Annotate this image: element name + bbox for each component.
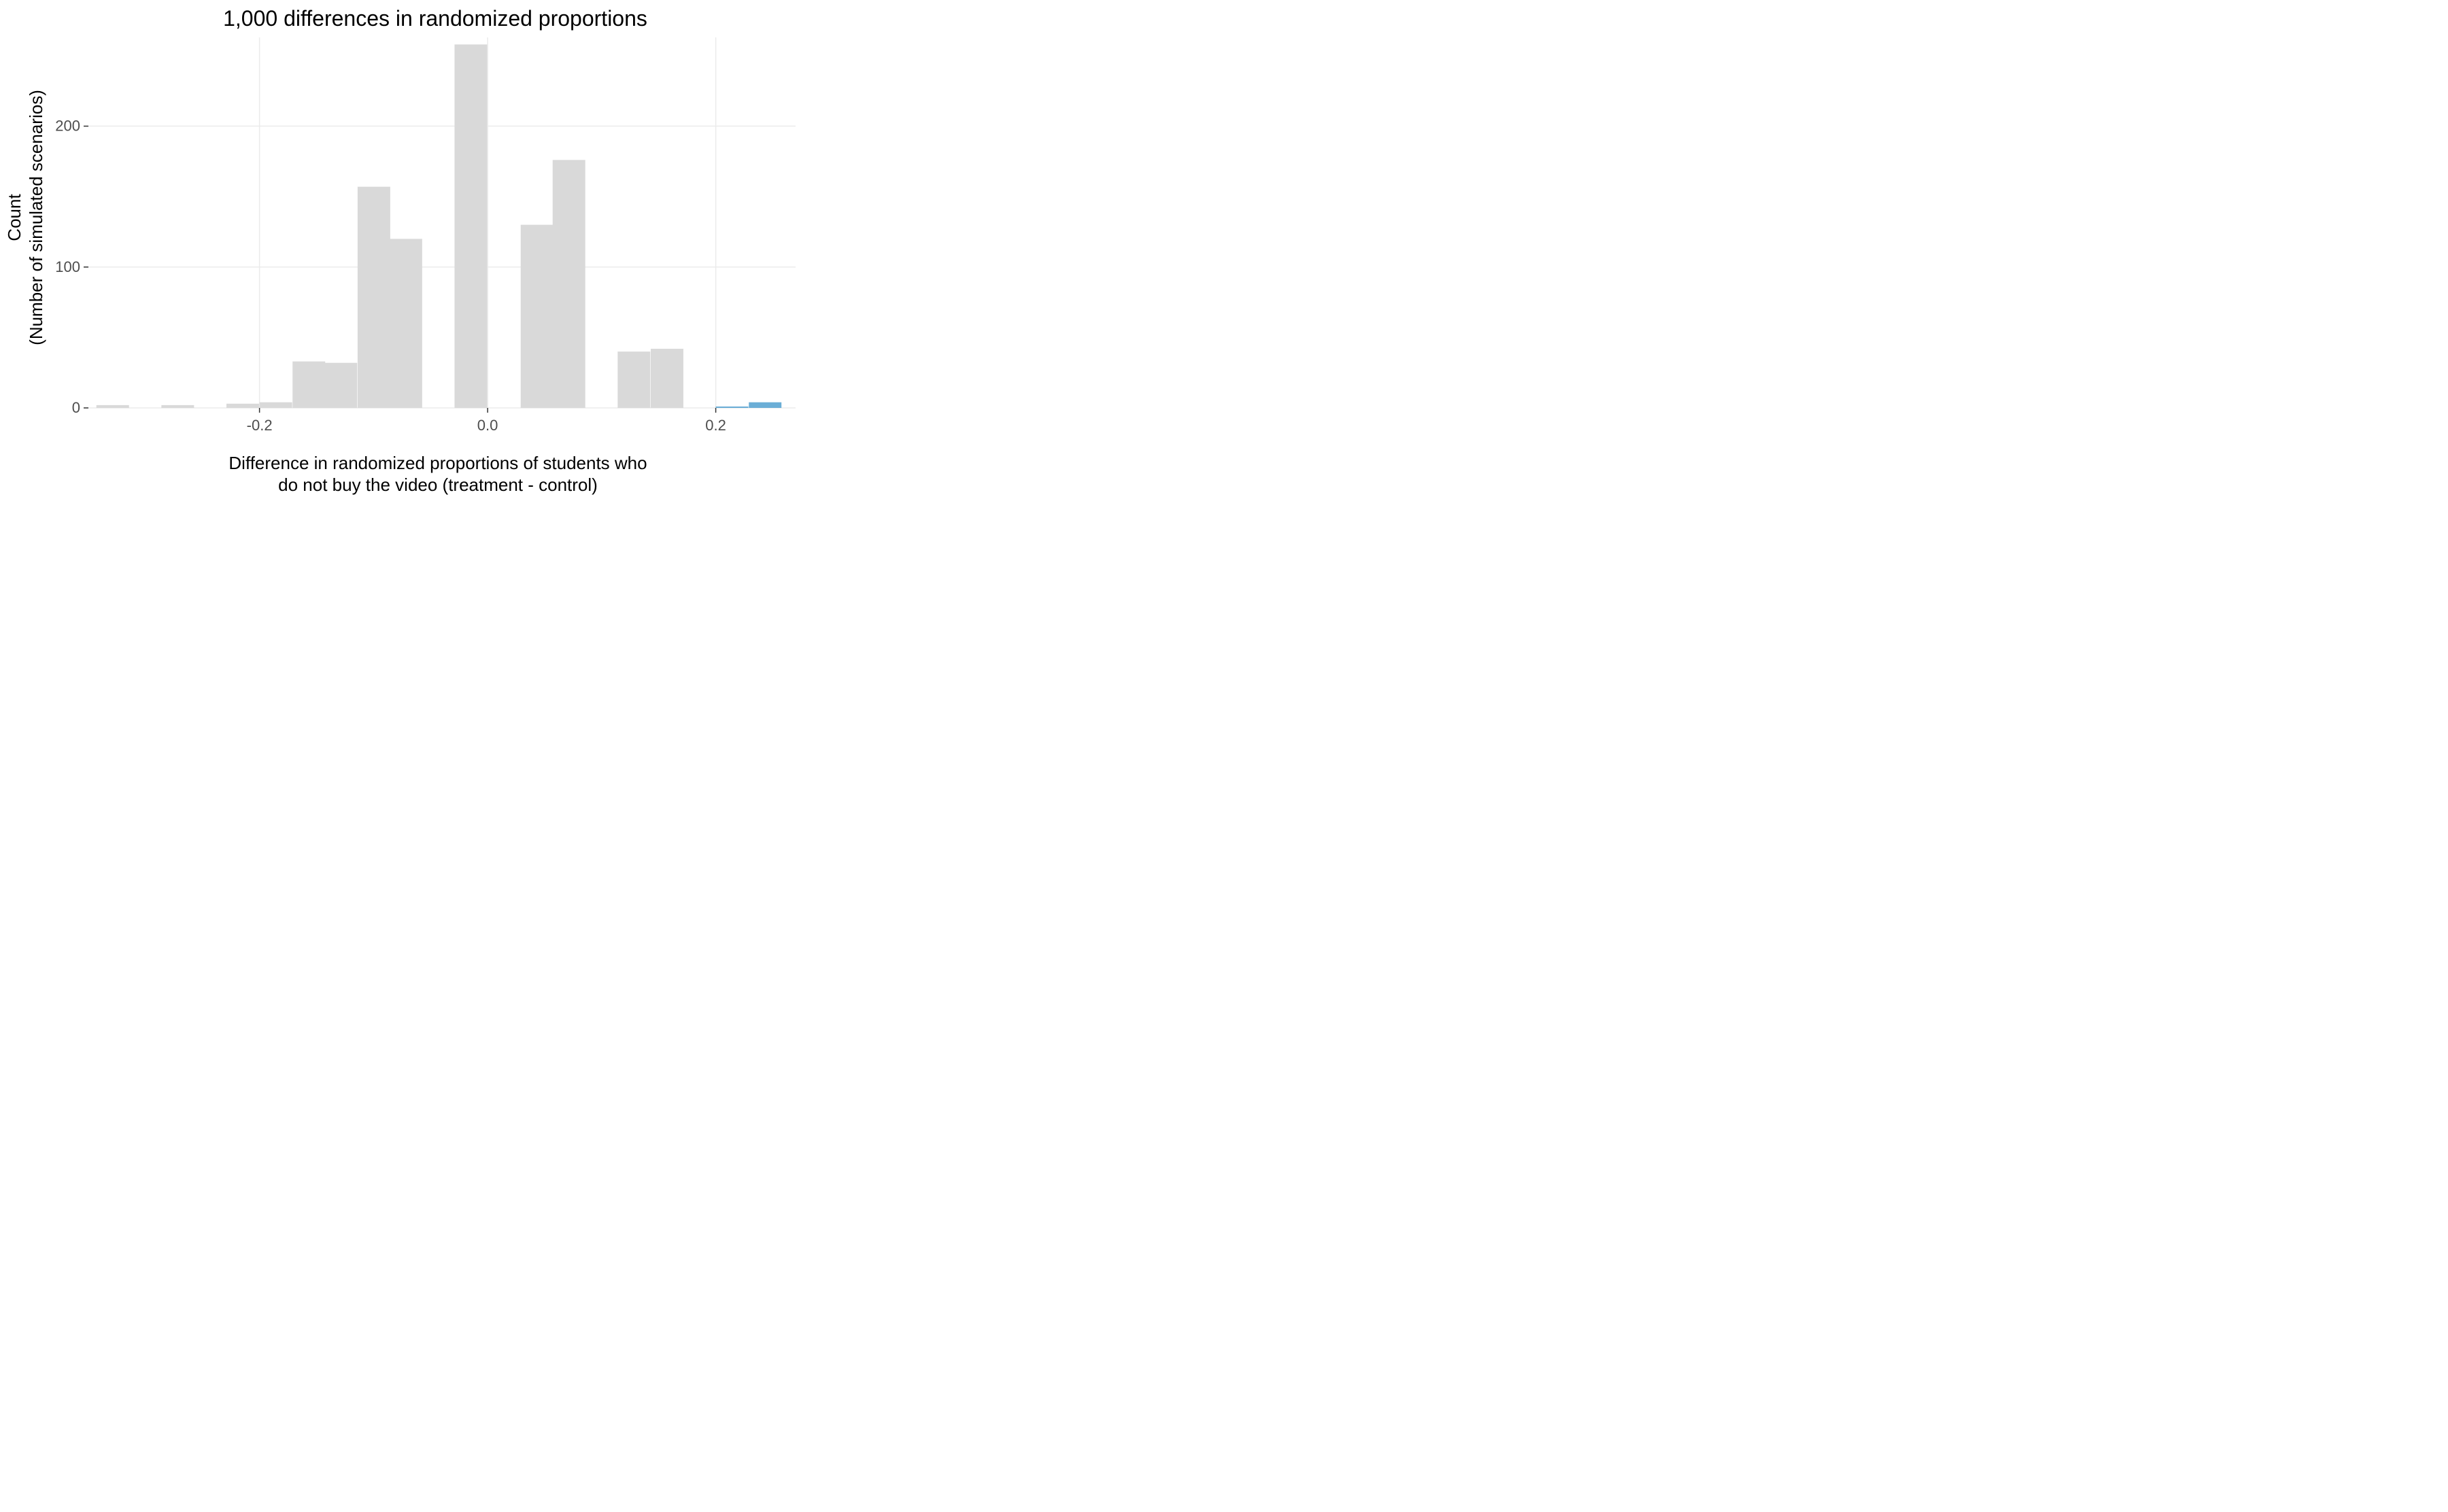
x-axis-label-line1: Difference in randomized proportions of … (228, 453, 647, 473)
histogram-bar (553, 160, 585, 408)
histogram-bar (226, 404, 259, 408)
histogram-bar (260, 402, 292, 408)
histogram-bar (749, 402, 781, 408)
histogram-bar (292, 362, 325, 408)
x-tick-label: 0.0 (477, 417, 498, 434)
y-axis-label-line1: Count (4, 194, 24, 241)
plot-panel: -0.2 0.0 0.2 0 100 200 (55, 37, 796, 434)
y-tick-label: 0 (72, 399, 80, 416)
y-axis-label-line2: (Number of simulated scenarios) (26, 90, 46, 345)
histogram-bar (97, 405, 129, 408)
histogram-bar (651, 349, 683, 408)
chart-title: 1,000 differences in randomized proporti… (223, 6, 647, 31)
histogram-bar (161, 405, 194, 408)
histogram-bar (324, 363, 357, 408)
y-tick-label: 100 (55, 258, 80, 275)
histogram-chart: 1,000 differences in randomized proporti… (0, 0, 816, 504)
x-tick-label: -0.2 (247, 417, 273, 434)
x-tick-label: 0.2 (705, 417, 726, 434)
histogram-bar (390, 239, 422, 408)
x-axis-label-line2: do not buy the video (treatment - contro… (278, 475, 598, 495)
panel-background (88, 37, 796, 408)
y-tick-label: 200 (55, 118, 80, 135)
histogram-bar (358, 187, 390, 408)
chart-container: 1,000 differences in randomized proporti… (0, 0, 816, 504)
histogram-bar (521, 225, 554, 408)
histogram-bar (617, 351, 650, 408)
histogram-bar (716, 407, 749, 408)
histogram-bar (454, 44, 487, 408)
